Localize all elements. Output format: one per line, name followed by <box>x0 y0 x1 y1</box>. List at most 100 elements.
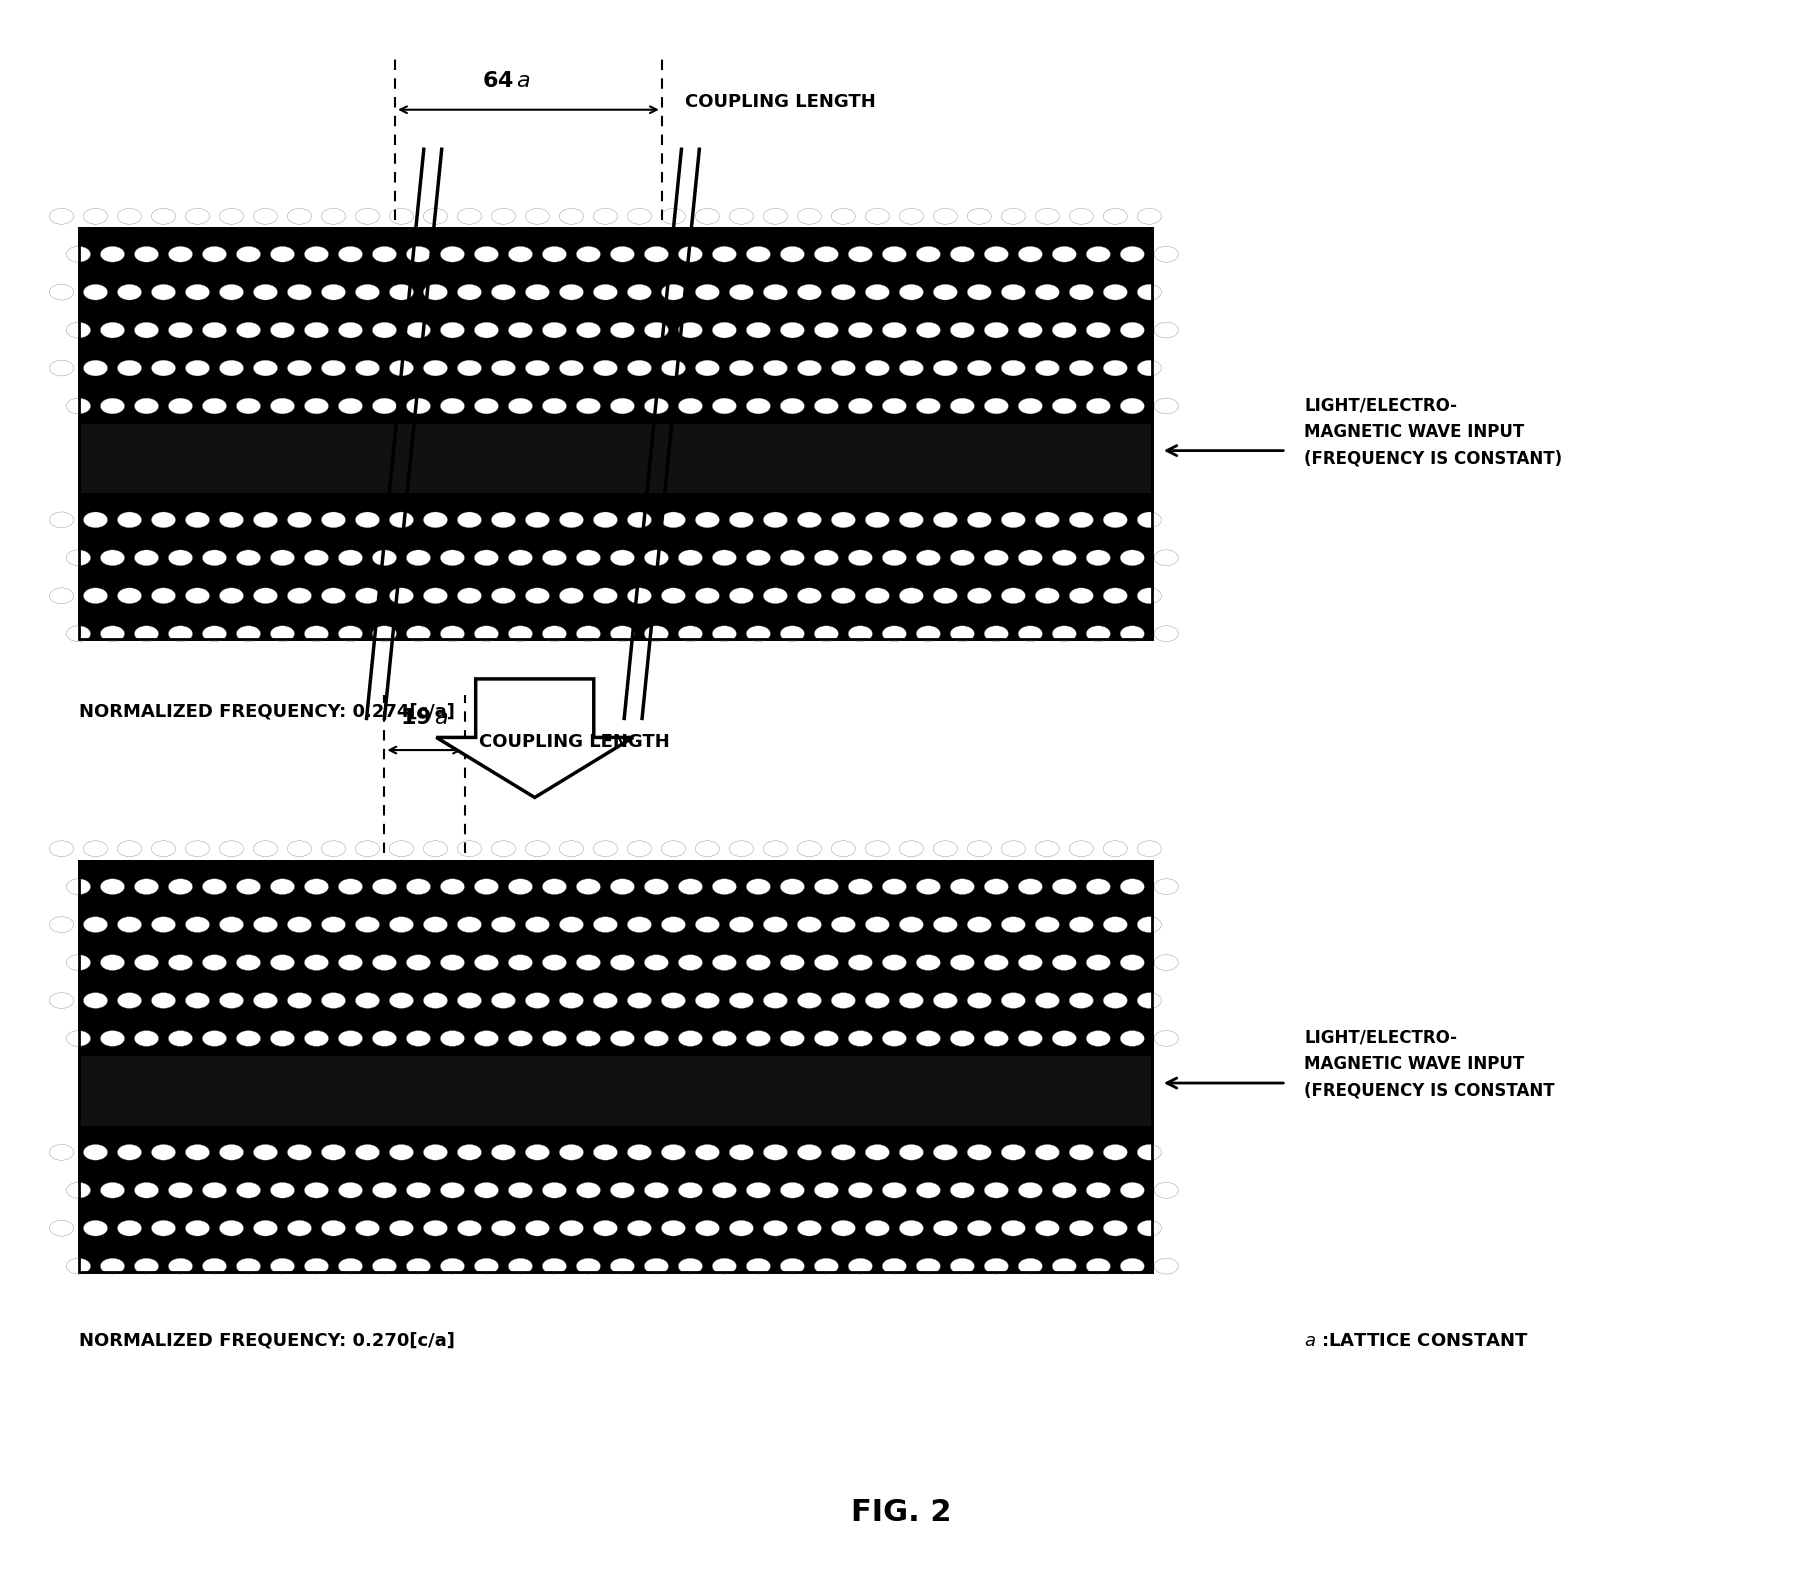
Ellipse shape <box>1103 512 1127 528</box>
Bar <box>79 861 1152 1271</box>
Ellipse shape <box>186 589 209 603</box>
Ellipse shape <box>559 284 584 300</box>
Ellipse shape <box>305 1030 328 1046</box>
Ellipse shape <box>797 360 822 376</box>
Ellipse shape <box>644 246 669 262</box>
Ellipse shape <box>186 360 209 376</box>
Ellipse shape <box>135 322 159 338</box>
Ellipse shape <box>305 322 328 338</box>
Ellipse shape <box>117 1220 142 1236</box>
Text: $\mathbf{64}$$\,\mathit{a}$: $\mathbf{64}$$\,\mathit{a}$ <box>481 70 530 91</box>
Ellipse shape <box>1053 625 1076 641</box>
Ellipse shape <box>696 1220 719 1236</box>
Ellipse shape <box>882 550 907 566</box>
Ellipse shape <box>611 550 635 566</box>
Ellipse shape <box>270 1182 294 1198</box>
Ellipse shape <box>1035 512 1060 528</box>
Ellipse shape <box>202 1182 227 1198</box>
Ellipse shape <box>611 322 635 338</box>
Ellipse shape <box>627 284 651 300</box>
Ellipse shape <box>202 399 227 415</box>
Ellipse shape <box>966 917 992 933</box>
Ellipse shape <box>712 879 736 895</box>
Ellipse shape <box>270 246 294 262</box>
Ellipse shape <box>508 550 532 566</box>
Ellipse shape <box>1001 589 1026 603</box>
Ellipse shape <box>67 1182 90 1198</box>
Ellipse shape <box>373 550 397 566</box>
Ellipse shape <box>305 1182 328 1198</box>
Ellipse shape <box>270 322 294 338</box>
Ellipse shape <box>746 955 770 970</box>
Ellipse shape <box>847 322 873 338</box>
Ellipse shape <box>1154 1030 1179 1046</box>
Ellipse shape <box>220 1144 243 1160</box>
Text: NORMALIZED FREQUENCY: 0.274[c/a]: NORMALIZED FREQUENCY: 0.274[c/a] <box>79 703 454 721</box>
Ellipse shape <box>831 1144 855 1160</box>
Ellipse shape <box>559 1220 584 1236</box>
Ellipse shape <box>831 589 855 603</box>
Ellipse shape <box>151 992 175 1008</box>
Text: LIGHT/ELECTRO-
MAGNETIC WAVE INPUT
(FREQUENCY IS CONSTANT: LIGHT/ELECTRO- MAGNETIC WAVE INPUT (FREQ… <box>1304 1029 1554 1099</box>
Ellipse shape <box>474 1030 498 1046</box>
Ellipse shape <box>1053 1258 1076 1274</box>
Bar <box>79 228 1152 640</box>
Ellipse shape <box>696 992 719 1008</box>
Ellipse shape <box>644 1258 669 1274</box>
Ellipse shape <box>865 209 889 225</box>
Ellipse shape <box>1019 879 1042 895</box>
Ellipse shape <box>287 209 312 225</box>
Ellipse shape <box>1138 841 1161 857</box>
Ellipse shape <box>355 917 379 933</box>
Ellipse shape <box>900 917 923 933</box>
Ellipse shape <box>728 209 754 225</box>
Ellipse shape <box>882 625 907 641</box>
Ellipse shape <box>424 209 447 225</box>
Ellipse shape <box>797 284 822 300</box>
Ellipse shape <box>373 879 397 895</box>
Ellipse shape <box>1085 322 1111 338</box>
Ellipse shape <box>101 955 124 970</box>
Ellipse shape <box>662 1220 685 1236</box>
Ellipse shape <box>593 512 617 528</box>
Ellipse shape <box>1019 1182 1042 1198</box>
Text: NORMALIZED FREQUENCY: 0.270[c/a]: NORMALIZED FREQUENCY: 0.270[c/a] <box>79 1332 454 1349</box>
Ellipse shape <box>474 246 498 262</box>
Ellipse shape <box>458 360 481 376</box>
Ellipse shape <box>712 550 736 566</box>
Ellipse shape <box>1154 955 1179 970</box>
Ellipse shape <box>797 209 822 225</box>
Ellipse shape <box>815 955 838 970</box>
Ellipse shape <box>151 512 175 528</box>
Ellipse shape <box>882 1030 907 1046</box>
Ellipse shape <box>882 955 907 970</box>
Ellipse shape <box>1138 589 1161 603</box>
Ellipse shape <box>627 1144 651 1160</box>
Ellipse shape <box>611 1258 635 1274</box>
Ellipse shape <box>525 841 550 857</box>
Ellipse shape <box>389 992 413 1008</box>
Ellipse shape <box>339 625 362 641</box>
Ellipse shape <box>254 360 278 376</box>
Polygon shape <box>436 679 633 798</box>
Ellipse shape <box>797 841 822 857</box>
Ellipse shape <box>950 1030 974 1046</box>
Ellipse shape <box>865 360 889 376</box>
Ellipse shape <box>831 360 855 376</box>
Ellipse shape <box>1085 1182 1111 1198</box>
Ellipse shape <box>966 841 992 857</box>
Ellipse shape <box>508 1182 532 1198</box>
Ellipse shape <box>1154 1258 1179 1274</box>
Ellipse shape <box>254 512 278 528</box>
Ellipse shape <box>474 955 498 970</box>
Ellipse shape <box>696 284 719 300</box>
Text: $\mathit{a}$ :LATTICE CONSTANT: $\mathit{a}$ :LATTICE CONSTANT <box>1304 1332 1529 1349</box>
Ellipse shape <box>966 209 992 225</box>
Ellipse shape <box>916 246 941 262</box>
Ellipse shape <box>373 625 397 641</box>
Ellipse shape <box>644 1182 669 1198</box>
Ellipse shape <box>712 322 736 338</box>
Ellipse shape <box>781 322 804 338</box>
Ellipse shape <box>728 917 754 933</box>
Ellipse shape <box>763 992 788 1008</box>
